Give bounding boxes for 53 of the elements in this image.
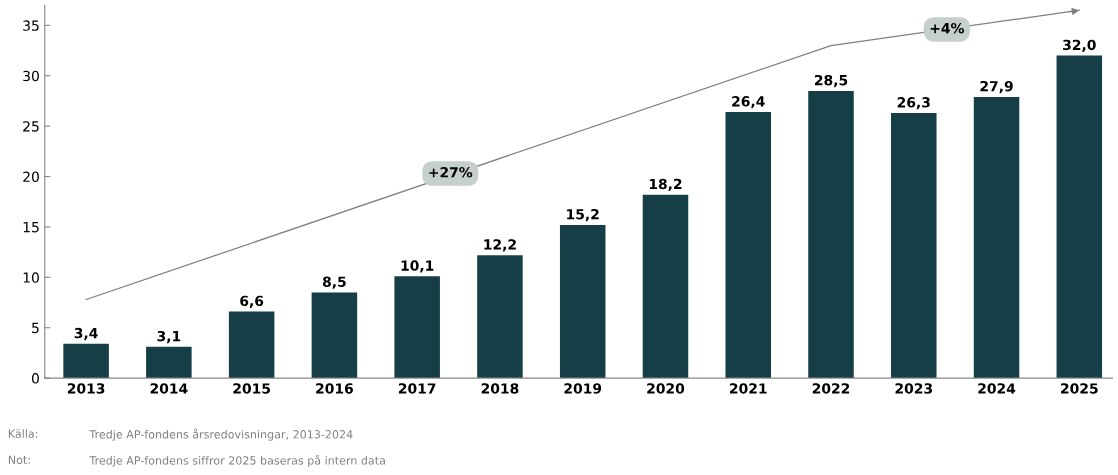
data-label: 10,1 — [401, 260, 434, 273]
y-tick-label: 15 — [23, 222, 39, 233]
y-tick-label: 30 — [23, 70, 39, 82]
x-tick-label: 2023 — [895, 383, 932, 394]
x-tick-label: 2017 — [398, 383, 436, 394]
y-tick-label: 5 — [32, 322, 39, 334]
x-tick-label: 2021 — [730, 383, 767, 394]
y-tick-label: 35 — [23, 20, 39, 31]
text: Not: — [8, 455, 30, 464]
x-tick-label: 2016 — [316, 383, 353, 394]
bar — [642, 194, 689, 379]
y-tick-label: 0 — [31, 373, 39, 384]
data-label: 18,2 — [649, 178, 682, 191]
data-label: 12,2 — [484, 239, 516, 252]
x-tick-label: 2019 — [564, 383, 602, 394]
bar — [311, 292, 358, 379]
bar — [63, 343, 109, 379]
y-tick-label: 10 — [23, 272, 39, 283]
data-label: 3,1 — [157, 330, 181, 344]
bar — [1056, 55, 1103, 379]
data-label: 26,4 — [732, 96, 765, 109]
data-label: 26,3 — [897, 97, 930, 110]
x-tick-label: 2024 — [978, 383, 1016, 394]
bar — [394, 276, 440, 379]
x-tick-label: 2020 — [647, 383, 685, 394]
data-label: 6,6 — [240, 295, 264, 308]
bar — [146, 346, 192, 379]
y-tick-label: 20 — [23, 171, 39, 183]
annotation: +27% — [429, 167, 473, 178]
bar — [725, 112, 771, 379]
bar — [808, 90, 854, 379]
x-tick-label: 2022 — [812, 383, 850, 394]
bar — [891, 113, 937, 379]
text: Källa: — [8, 429, 38, 438]
x-tick-label: 2018 — [481, 383, 519, 394]
data-label: 27,9 — [980, 80, 1013, 94]
x-tick-label: 2014 — [150, 383, 188, 394]
data-label: 3,4 — [74, 327, 98, 341]
bar — [228, 311, 275, 379]
data-label: 15,2 — [567, 208, 599, 222]
y-tick-label: 25 — [23, 121, 39, 132]
bar — [973, 96, 1020, 379]
x-tick-label: 2013 — [67, 383, 105, 394]
text: Tredje AP-fondens siffror 2025 baseras på intern data — [89, 454, 385, 467]
x-tick-label: 2025 — [1061, 383, 1098, 394]
data-label: 8,5 — [322, 276, 346, 289]
bar — [559, 224, 606, 379]
data-label: 32,0 — [1063, 39, 1096, 52]
data-label: 28,5 — [814, 74, 848, 88]
x-tick-label: 2015 — [233, 383, 270, 394]
annotation: +4% — [930, 22, 965, 34]
text: Tredje AP-fondens årsredovisningar, 2013-2024 — [89, 428, 353, 441]
bar — [477, 255, 523, 379]
